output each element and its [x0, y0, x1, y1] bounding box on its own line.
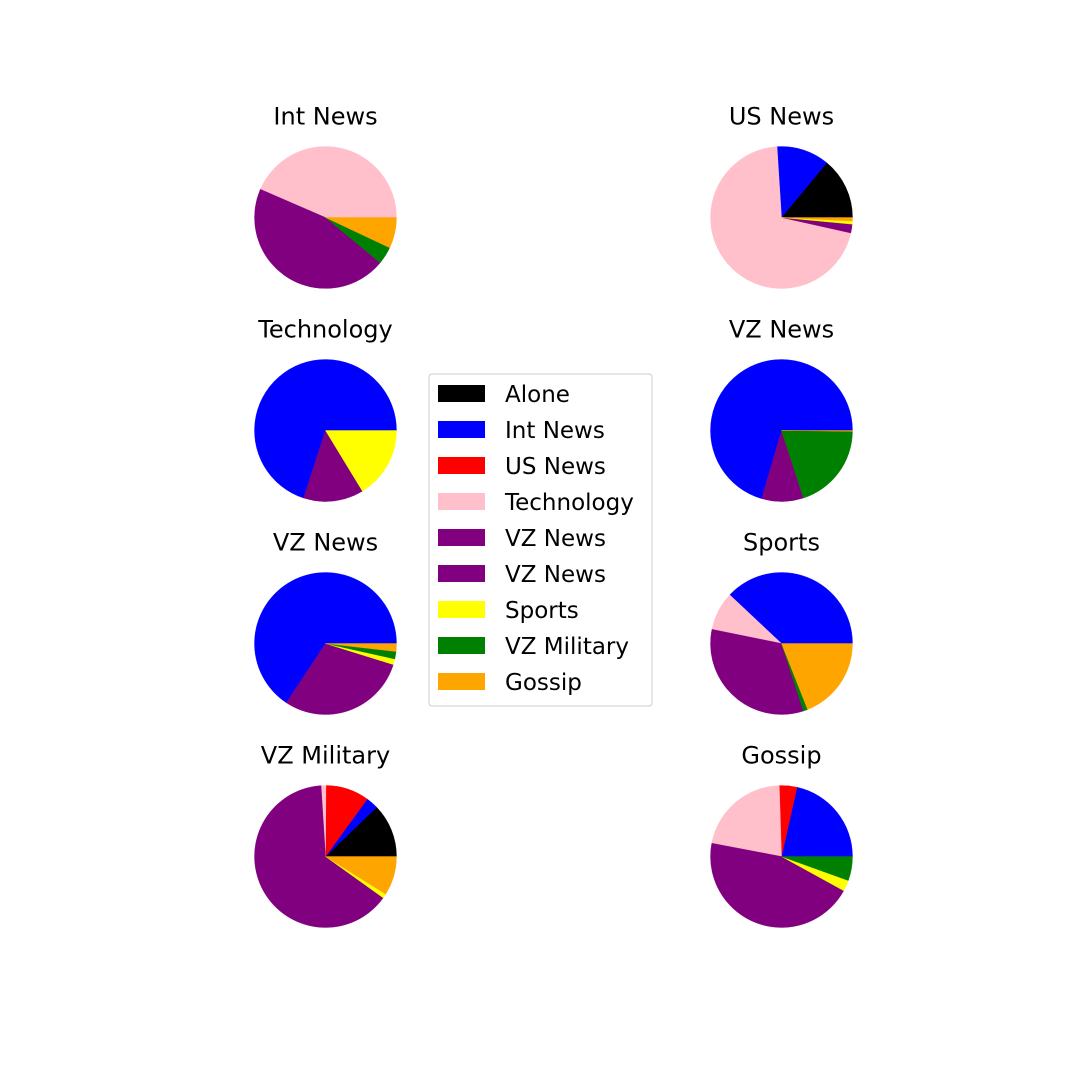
pie-sports: Sports [710, 529, 853, 715]
legend-label: Alone [505, 382, 570, 408]
pie-slice-vz-news [286, 643, 394, 715]
pie-slice-int-news [254, 359, 397, 499]
pie-title: Technology [257, 316, 392, 344]
legend-swatch [438, 529, 485, 546]
legend-item-int-news: Int News [438, 418, 605, 444]
pie-slice-int-news [781, 786, 853, 857]
pie-vz-military: VZ Military [254, 742, 397, 928]
pie-title: VZ Military [261, 742, 390, 770]
pies-layer: Int News US News Technology VZ News VZ News S… [254, 103, 853, 928]
legend-item-us-news: US News [438, 454, 606, 480]
legend-swatch [438, 673, 485, 690]
pie-title: Int News [273, 103, 377, 131]
pie-slice-gossip [325, 217, 397, 248]
pie-slice-gossip [781, 217, 853, 222]
legend-swatch [438, 493, 485, 510]
legend-item-technology: Technology [438, 490, 634, 516]
pie-slice-int-news [254, 572, 397, 703]
pie-title: Gossip [741, 742, 821, 770]
pie-slice-gossip [781, 430, 853, 432]
legend-item-alone: Alone [438, 382, 570, 408]
pie-slice-technology [260, 146, 397, 218]
legend-label: Sports [505, 598, 579, 624]
pie-int-news: Int News [254, 103, 397, 289]
pie-title: VZ News [729, 316, 834, 344]
legend-item-sports: Sports [438, 598, 579, 624]
legend-label: VZ News [505, 562, 606, 588]
legend-swatch [438, 637, 485, 654]
legend-label: Gossip [505, 670, 582, 696]
legend-swatch [438, 565, 485, 582]
pie-slice-int-news [710, 359, 853, 499]
pie-slice-vz-military [781, 430, 853, 499]
pie-slice-sports [325, 430, 397, 492]
legend-label: Technology [504, 490, 634, 516]
pie-slice-technology [710, 146, 852, 289]
pie-slice-gossip [325, 643, 397, 652]
pie-title: US News [729, 103, 834, 131]
legend-item-vz-news: VZ News [438, 562, 606, 588]
legend-swatch [438, 385, 485, 402]
legend-label: VZ News [505, 526, 606, 552]
pie-slice-vz-news [254, 189, 340, 289]
pie-slice-vz-military [781, 856, 853, 881]
pie-slice-gossip [324, 856, 397, 895]
legend: Alone Int News US News Technology VZ News VZ … [428, 373, 653, 707]
legend-label: US News [505, 454, 606, 480]
legend-swatch [438, 457, 485, 474]
pie-vz-news: VZ News [710, 316, 853, 502]
pie-slice-vz-news [254, 785, 364, 928]
legend-item-vz-military: VZ Military [438, 634, 629, 660]
pie-technology: Technology [254, 316, 397, 502]
pie-slice-vz-news [711, 856, 844, 928]
pie-vz-news: VZ News [254, 529, 397, 715]
legend-label: VZ Military [505, 634, 629, 660]
legend-swatch [438, 421, 485, 438]
legend-item-vz-news: VZ News [438, 526, 606, 552]
pie-title: VZ News [273, 529, 378, 557]
pie-gossip: Gossip [710, 742, 853, 928]
legend-item-gossip: Gossip [438, 670, 582, 696]
pie-slice-technology [711, 785, 782, 857]
pie-slice-int-news [729, 572, 853, 644]
pie-title: Sports [743, 529, 820, 557]
pie-slice-gossip [781, 643, 853, 710]
pie-slice-vz-news [710, 629, 782, 715]
pie-us-news: US News [710, 103, 853, 289]
legend-swatch [438, 601, 485, 618]
pie-slice-alone [781, 162, 853, 218]
legend-label: Int News [505, 418, 605, 444]
